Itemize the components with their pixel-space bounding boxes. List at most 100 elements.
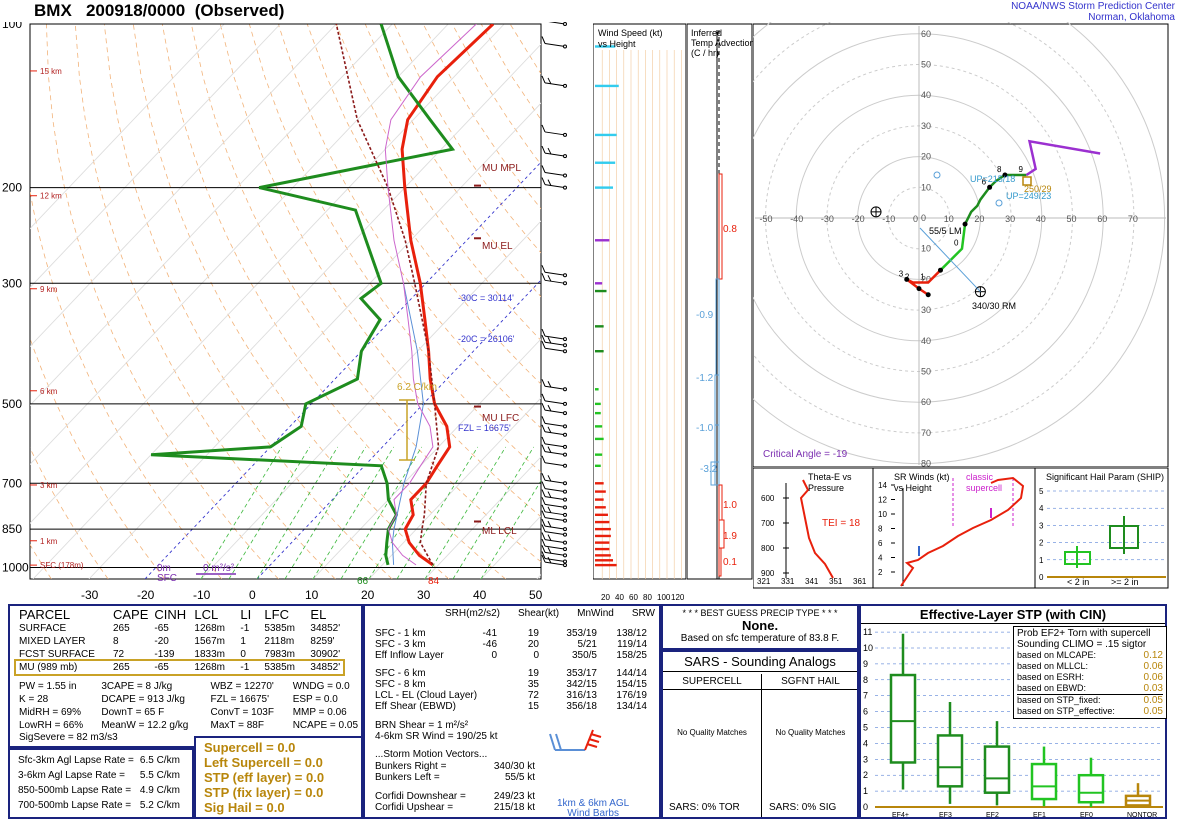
wind-barb	[544, 545, 566, 550]
sr-title2: vs Height	[894, 483, 932, 493]
wind-barb	[544, 279, 566, 284]
wind-barb-flag	[547, 275, 552, 282]
index-cell: MaxT = 88F	[210, 720, 264, 731]
kin-row: SFC - 6 km 19 353/17 144/14	[375, 668, 655, 679]
te-xtick: 331	[781, 577, 795, 586]
index-cell: PW = 1.55 in	[19, 681, 77, 692]
stp-item: based on STP_effective: 0.05	[1017, 706, 1163, 717]
parcel-cell: FCST SURFACE	[19, 649, 95, 660]
parcel-cell: 1833m	[194, 649, 225, 660]
pressure-label: 300	[2, 276, 22, 290]
wind-barb-station	[563, 563, 567, 568]
te-xtick: 351	[829, 577, 843, 586]
stp-item-value: 0.06	[1143, 672, 1163, 683]
ws-tick-label: 100	[657, 593, 671, 602]
stp-item: based on STP_fixed: 0.05	[1017, 694, 1163, 706]
org-line2: Norman, Oklahoma	[1088, 12, 1175, 23]
kin-cell: 0	[491, 650, 497, 661]
wind-barb	[544, 517, 566, 522]
wind-barb	[544, 184, 566, 189]
wind-barb-flag	[541, 473, 546, 481]
wind-barb-flag	[541, 273, 546, 281]
wind-barb	[544, 385, 566, 390]
wind-barb-station	[563, 343, 567, 348]
kin-cell: 138/12	[616, 628, 647, 639]
thetae-profile	[799, 479, 834, 579]
parcel-h2: CINH	[154, 607, 187, 622]
kin-h0: SRH(m2/s2)	[445, 608, 501, 619]
wind-barb-station	[563, 387, 567, 392]
stp-ytick: 7	[863, 691, 868, 701]
mean-wind-marker	[1022, 176, 1032, 186]
kin-cell: 353/17	[566, 668, 597, 679]
parcel-cell: 34852'	[310, 623, 341, 634]
hodo-ytick: 60	[921, 397, 931, 407]
parcel-row-selected[interactable]: MU (989 mb) 265 -65 1268m -1 5385m 34852'	[13, 659, 346, 676]
wind-barb-station	[563, 411, 567, 416]
wind-barb-flag	[541, 145, 546, 154]
kin-cell: 176/19	[616, 690, 647, 701]
parcel-cell: 72	[113, 649, 125, 660]
lapse-cell: Sfc-3km Agl Lapse Rate =	[18, 755, 134, 766]
kin-cell: 158/25	[616, 650, 647, 661]
ta-value-8: 0.1	[723, 557, 737, 568]
mixing-ratio-line	[200, 446, 283, 579]
sounding-status: (Observed)	[194, 1, 285, 20]
wind-barb-station	[563, 489, 567, 494]
hodo-segment	[1025, 139, 1101, 177]
wind-barb-flag	[541, 379, 546, 387]
hodo-xtick: -40	[790, 214, 803, 224]
hodo-km-dot	[925, 292, 931, 298]
stp-ytick: 5	[863, 723, 868, 733]
kin-cell: 144/14	[616, 668, 647, 679]
wind-speed-bar	[595, 559, 613, 562]
mixing-ratio-line	[396, 446, 479, 579]
wind-barb-station	[563, 44, 567, 49]
parcel-cell: -20	[154, 636, 169, 647]
wind-barb-station	[563, 481, 567, 486]
sr-wind-46: 4-6km SR Wind = 190/25 kt	[375, 731, 498, 742]
hodo-xtick: -50	[760, 214, 773, 224]
kin-cell: Eff Inflow Layer	[375, 650, 444, 661]
parcel-row: FCST SURFACE 72 -139 1833m 0 7983m 30902'	[16, 648, 343, 661]
hodo-km-label: 0	[954, 239, 959, 248]
storm-motion-row: Bunkers Left = 55/5 kt	[375, 772, 535, 783]
hodo-xtick: 50	[1067, 214, 1077, 224]
dry-adiabat	[364, 24, 541, 298]
wind-barb-station	[563, 553, 567, 558]
wind-speed-bar	[595, 161, 616, 164]
stp-item-label: based on STP_effective:	[1017, 706, 1115, 716]
kin-cell: 154/15	[616, 679, 647, 690]
hodo-xtick: 70	[1128, 214, 1138, 224]
dry-adiabat	[248, 24, 541, 473]
stp-box	[889, 673, 917, 764]
wind-barb-station	[563, 452, 567, 457]
hodo-xtick: -10	[882, 214, 895, 224]
wind-speed-bar	[595, 506, 606, 509]
wind-barb-flag	[541, 393, 546, 402]
stp-category: EF3	[939, 812, 952, 819]
hodo-km-dot	[916, 286, 922, 292]
lapse-cell: 5.2 C/km	[139, 800, 180, 811]
sars-title: SARS - Sounding Analogs	[663, 652, 857, 672]
hodo-ytick: 50	[921, 60, 931, 70]
wind-barb	[544, 503, 566, 508]
srh-line	[919, 227, 981, 293]
wind-barb-flag	[541, 75, 546, 84]
height-label: 15 km	[40, 67, 62, 76]
hodo-km-dot	[1002, 172, 1008, 178]
wind-barb-station	[563, 337, 567, 342]
kin-h1: Shear(kt)	[518, 608, 560, 619]
hodo-xtick: -30	[821, 214, 834, 224]
tei-label: TEI = 18	[822, 518, 861, 529]
sars-panel: SARS - Sounding Analogs SUPERCELL SGFNT …	[661, 650, 859, 819]
wetbulb-profile	[384, 24, 477, 566]
temp-advection-chart	[687, 23, 753, 580]
parcel-cell: -65	[154, 623, 169, 634]
parcel-cell: -65	[154, 662, 169, 673]
stp-item-value: 0.12	[1143, 650, 1163, 661]
stp-eff-param: STP (eff layer) = 0.0	[204, 770, 325, 785]
parcel-cell: 34852'	[310, 662, 341, 673]
storm-motion-value: 215/18 kt	[493, 802, 535, 813]
parcel-panel: PARCEL CAPE CINH LCL LI LFC EL SURFACE 26…	[8, 604, 363, 748]
